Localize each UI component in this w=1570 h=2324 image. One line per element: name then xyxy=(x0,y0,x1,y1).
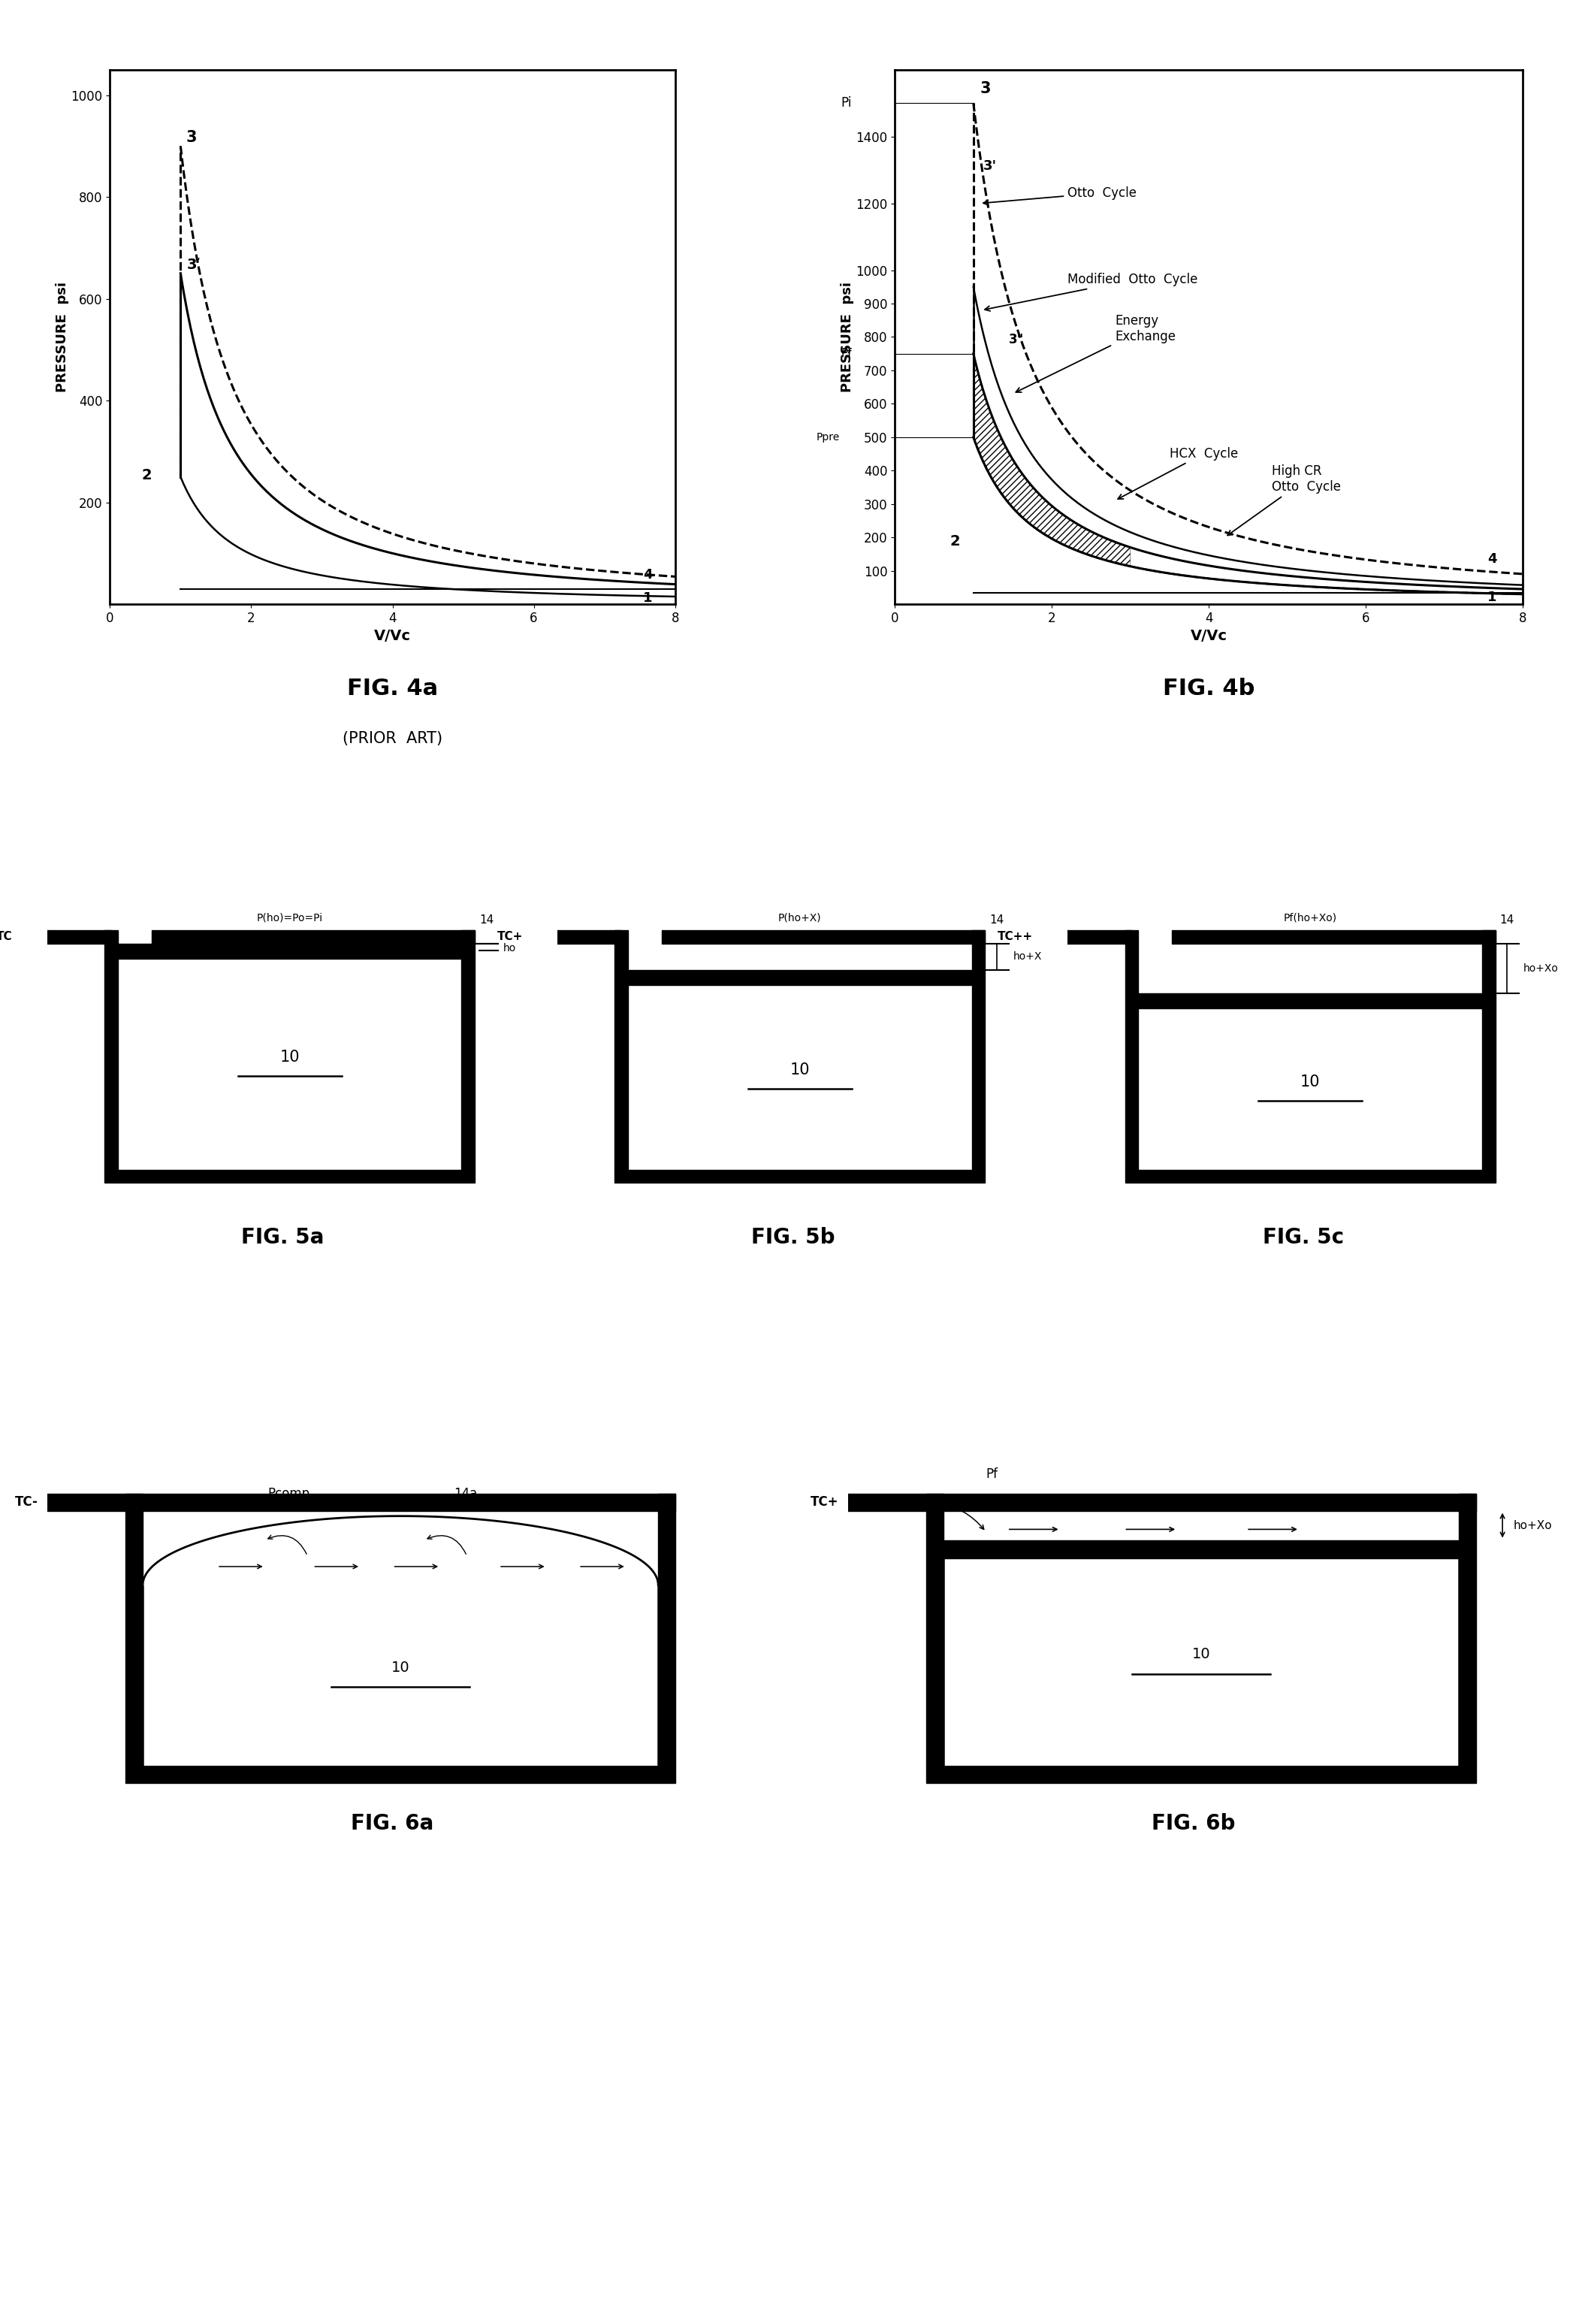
Bar xyxy=(846,1494,926,1511)
Bar xyxy=(105,930,118,1169)
Bar xyxy=(1482,930,1495,1169)
Text: P(ho+X): P(ho+X) xyxy=(779,913,821,923)
Bar xyxy=(615,930,622,944)
Text: 2: 2 xyxy=(950,535,961,548)
Text: Pf: Pf xyxy=(842,349,851,360)
Y-axis label: PRESSURE  psi: PRESSURE psi xyxy=(840,281,854,393)
Bar xyxy=(658,1494,675,1766)
Bar xyxy=(1041,930,1126,944)
Text: P(ho)=Po=Pi: P(ho)=Po=Pi xyxy=(256,913,323,923)
Text: ho+X: ho+X xyxy=(1013,951,1042,962)
Bar xyxy=(926,1494,944,1766)
Text: 1: 1 xyxy=(1488,590,1496,604)
Bar xyxy=(944,1541,1459,1559)
Text: FIG. 4b: FIG. 4b xyxy=(1163,679,1254,700)
Text: 10: 10 xyxy=(790,1062,810,1078)
Text: 14: 14 xyxy=(479,913,495,925)
Text: 10: 10 xyxy=(1192,1648,1210,1662)
Bar xyxy=(926,1494,1476,1511)
Y-axis label: PRESSURE  psi: PRESSURE psi xyxy=(55,281,69,393)
Text: 3': 3' xyxy=(983,160,997,172)
Text: Pcomp: Pcomp xyxy=(267,1487,309,1501)
Text: 14: 14 xyxy=(1499,913,1515,925)
Polygon shape xyxy=(143,1515,658,1585)
Bar xyxy=(126,1766,675,1783)
Text: 3": 3" xyxy=(1010,332,1024,346)
X-axis label: V/Vc: V/Vc xyxy=(1190,630,1228,644)
Bar xyxy=(462,930,474,1169)
Bar xyxy=(615,1169,984,1183)
Text: Pf(ho+Xo): Pf(ho+Xo) xyxy=(1283,913,1338,923)
Text: 3: 3 xyxy=(980,81,991,95)
Text: Pf: Pf xyxy=(986,1466,999,1480)
Bar xyxy=(20,930,105,944)
Text: ho+Xo: ho+Xo xyxy=(1513,1520,1551,1532)
Bar xyxy=(118,944,462,957)
Text: 3$'$: 3$'$ xyxy=(187,258,201,272)
Bar xyxy=(105,930,111,944)
Bar xyxy=(1138,992,1482,1009)
Text: HCX  Cycle: HCX Cycle xyxy=(1118,446,1239,500)
Text: FIG. 5a: FIG. 5a xyxy=(242,1227,323,1248)
Text: 14a: 14a xyxy=(454,1487,477,1501)
Text: 10: 10 xyxy=(1300,1074,1320,1090)
Text: FIG. 5b: FIG. 5b xyxy=(750,1227,835,1248)
Bar xyxy=(46,1494,126,1511)
Text: Energy
Exchange: Energy Exchange xyxy=(1016,314,1176,393)
Text: (PRIOR  ART): (PRIOR ART) xyxy=(342,732,443,746)
Text: FIG. 6b: FIG. 6b xyxy=(1151,1813,1236,1834)
Text: ho: ho xyxy=(502,944,517,953)
Bar xyxy=(105,1169,474,1183)
Bar xyxy=(926,1766,1476,1783)
Bar xyxy=(944,1559,1459,1766)
Bar xyxy=(531,930,615,944)
Text: 14: 14 xyxy=(989,913,1005,925)
Text: Pi: Pi xyxy=(842,95,851,109)
Text: TC+: TC+ xyxy=(810,1494,838,1508)
Bar xyxy=(663,930,984,944)
Text: 1: 1 xyxy=(644,590,653,604)
Text: Otto  Cycle: Otto Cycle xyxy=(983,186,1137,205)
Bar xyxy=(615,930,628,1169)
Bar xyxy=(126,1494,143,1766)
Bar xyxy=(628,969,972,985)
Bar xyxy=(972,930,984,1169)
Text: 10: 10 xyxy=(279,1050,300,1064)
Bar xyxy=(126,1494,675,1511)
X-axis label: V/Vc: V/Vc xyxy=(374,630,411,644)
Text: TC++: TC++ xyxy=(999,932,1033,944)
Text: FIG. 5c: FIG. 5c xyxy=(1262,1227,1344,1248)
Text: FIG. 6a: FIG. 6a xyxy=(352,1813,433,1834)
Text: Modified  Otto  Cycle: Modified Otto Cycle xyxy=(984,272,1198,311)
Bar xyxy=(152,930,474,944)
Text: 3: 3 xyxy=(187,130,198,144)
Text: ho+Xo: ho+Xo xyxy=(1523,962,1559,974)
Bar xyxy=(1459,1494,1476,1766)
Bar xyxy=(1126,930,1138,1169)
Text: 10: 10 xyxy=(391,1659,410,1676)
Text: 2: 2 xyxy=(141,467,152,483)
Text: Ppre: Ppre xyxy=(816,432,840,442)
Text: High CR
Otto  Cycle: High CR Otto Cycle xyxy=(1228,465,1341,535)
Text: TC+: TC+ xyxy=(498,932,523,944)
Bar xyxy=(1126,1169,1495,1183)
Text: FIG. 4a: FIG. 4a xyxy=(347,679,438,700)
Bar xyxy=(1126,930,1132,944)
Text: 4: 4 xyxy=(1488,553,1496,565)
Bar xyxy=(143,1585,658,1766)
Bar xyxy=(1173,930,1495,944)
Text: TC-: TC- xyxy=(14,1494,38,1508)
Text: 4: 4 xyxy=(644,569,653,581)
Text: TC: TC xyxy=(0,932,13,944)
